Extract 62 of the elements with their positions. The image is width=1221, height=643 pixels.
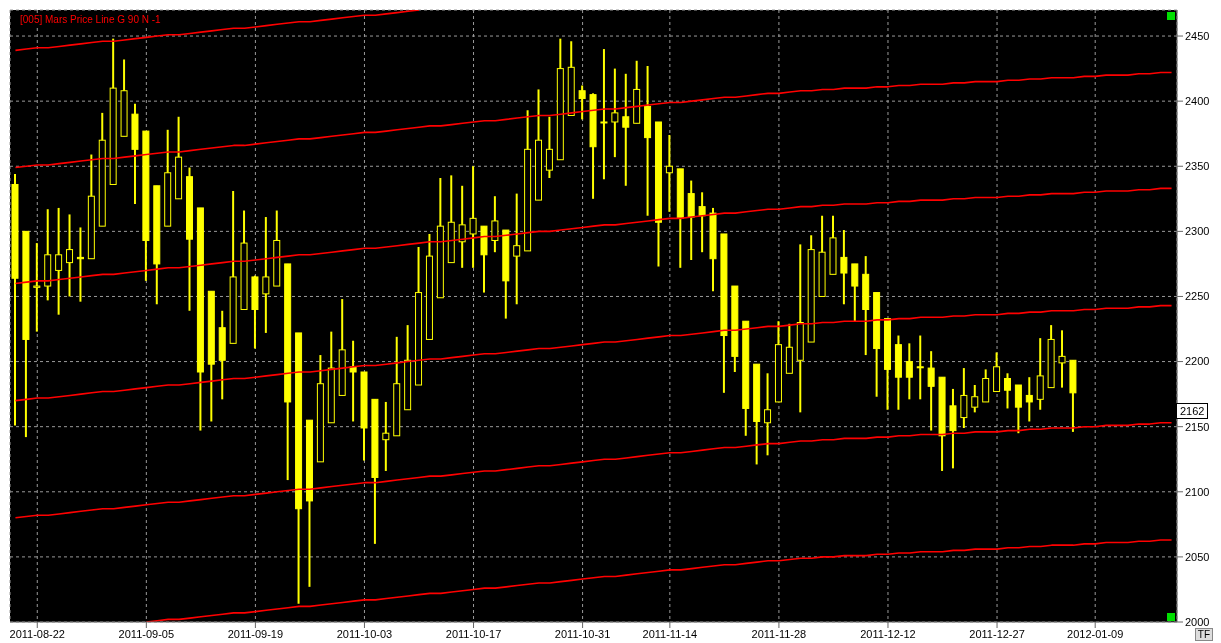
candlestick [600, 48, 608, 181]
line-series [14, 421, 1173, 519]
candlestick [382, 400, 390, 472]
line-series [14, 187, 1173, 285]
x-tick-label: 2011-11-28 [751, 627, 807, 640]
candlestick [469, 165, 477, 269]
candlestick [665, 134, 673, 213]
candlestick [982, 368, 990, 403]
candlestick [687, 179, 695, 262]
annotation: 2162 [1176, 403, 1209, 420]
y-tick-label: 2250 [1185, 290, 1210, 303]
candlestick [262, 216, 270, 334]
x-tick-label: 2011-09-19 [227, 627, 284, 640]
line-series [14, 10, 420, 52]
candlestick [905, 342, 913, 401]
candlestick [622, 72, 630, 187]
candlestick [76, 226, 84, 303]
y-tick-label: 2100 [1185, 485, 1210, 498]
y-tick-label: 2300 [1185, 225, 1210, 238]
x-tick-label: 2011-10-03 [336, 627, 393, 640]
x-tick-label: 2011-10-31 [554, 627, 611, 640]
candlestick [66, 213, 74, 298]
candlestick [840, 229, 848, 306]
candlestick [764, 372, 772, 457]
x-tick-label: 2011-12-12 [860, 627, 916, 640]
x-tick-label: 2011-12-27 [969, 627, 1025, 640]
candlestick [458, 184, 466, 269]
candlestick [1025, 376, 1033, 423]
candlestick [33, 242, 41, 333]
candlestick [916, 334, 924, 401]
y-tick-label: 2400 [1185, 95, 1210, 108]
candlestick [1014, 384, 1022, 435]
chart-title: [005] Mars Price Line G 90 N -1 [18, 13, 163, 26]
line-series [14, 304, 1173, 402]
y-tick-label: 2350 [1185, 160, 1210, 173]
candlestick [927, 350, 935, 432]
y-tick-label: 2000 [1185, 615, 1210, 628]
candlestick [491, 195, 499, 254]
text: TF [1194, 628, 1213, 641]
x-tick-label: 2011-08-22 [9, 627, 65, 640]
candlestick [1004, 372, 1011, 410]
candlestick [1036, 337, 1044, 411]
y-tick-label: 2200 [1185, 355, 1210, 368]
candlestick [545, 115, 553, 179]
x-tick-label: 2011-10-17 [445, 627, 502, 640]
x-tick-label: 2011-11-14 [642, 627, 698, 640]
line-series [14, 71, 1173, 169]
y-tick-label: 2450 [1185, 29, 1210, 42]
candlestick [55, 206, 63, 316]
y-tick-label: 2050 [1185, 550, 1210, 563]
x-tick-label: 2012-01-09 [1067, 627, 1124, 640]
candlestick [851, 262, 859, 323]
candlestick [698, 191, 706, 254]
candlestick [578, 84, 586, 121]
candlestick [611, 67, 619, 159]
y-tick-label: 2150 [1185, 420, 1210, 433]
candlestick [971, 384, 979, 414]
candlestick [349, 339, 357, 423]
candlestick [960, 367, 968, 429]
candlestick [1058, 329, 1066, 389]
candlestick [513, 192, 521, 306]
x-tick-label: 2011-09-05 [118, 627, 175, 640]
